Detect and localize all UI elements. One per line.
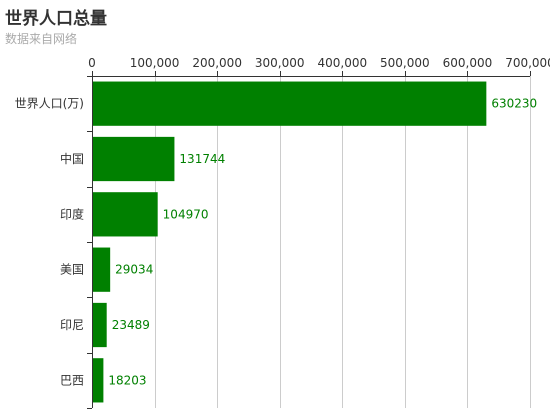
data-label: 18203 [108,373,146,387]
bar [93,192,158,237]
x-tick-label: 200,000 [192,56,242,70]
axes: 0 100,000 200,000 300,000 400,000 500,000 600,… [87,56,550,409]
x-tick-label: 400,000 [317,56,367,70]
chart-subtitle: 数据来自网络 [5,32,78,46]
data-label: 630230 [491,97,537,111]
x-tick-label: 600,000 [443,56,493,70]
gridlines [155,76,531,408]
y-tick-label: 美国 [60,263,84,277]
bar [93,302,107,348]
bar [93,81,487,126]
data-label: 104970 [163,207,209,221]
bar [93,358,104,403]
data-label: 29034 [115,263,153,277]
labels: 世界人口(万) 630230 中国 131744 印度 104970 美国 29034 印尼 23… [15,97,538,388]
x-tick-label: 700,000 [505,56,550,70]
x-tick-label: 100,000 [130,56,180,70]
y-tick-label: 巴西 [60,373,84,387]
x-tick-label: 500,000 [380,56,430,70]
data-label: 131744 [179,152,225,166]
bar [93,136,175,182]
x-tick-label: 0 [88,56,96,70]
y-tick-label: 印度 [60,206,84,221]
y-tick-label: 印尼 [60,318,84,332]
x-tick-label: 300,000 [255,56,305,70]
y-tick-label: 世界人口(万) [15,97,84,111]
bar [93,247,111,292]
y-tick-label: 中国 [60,151,84,166]
chart-title: 世界人口总量 [5,9,107,29]
data-label: 23489 [112,318,150,332]
bars [93,81,487,403]
